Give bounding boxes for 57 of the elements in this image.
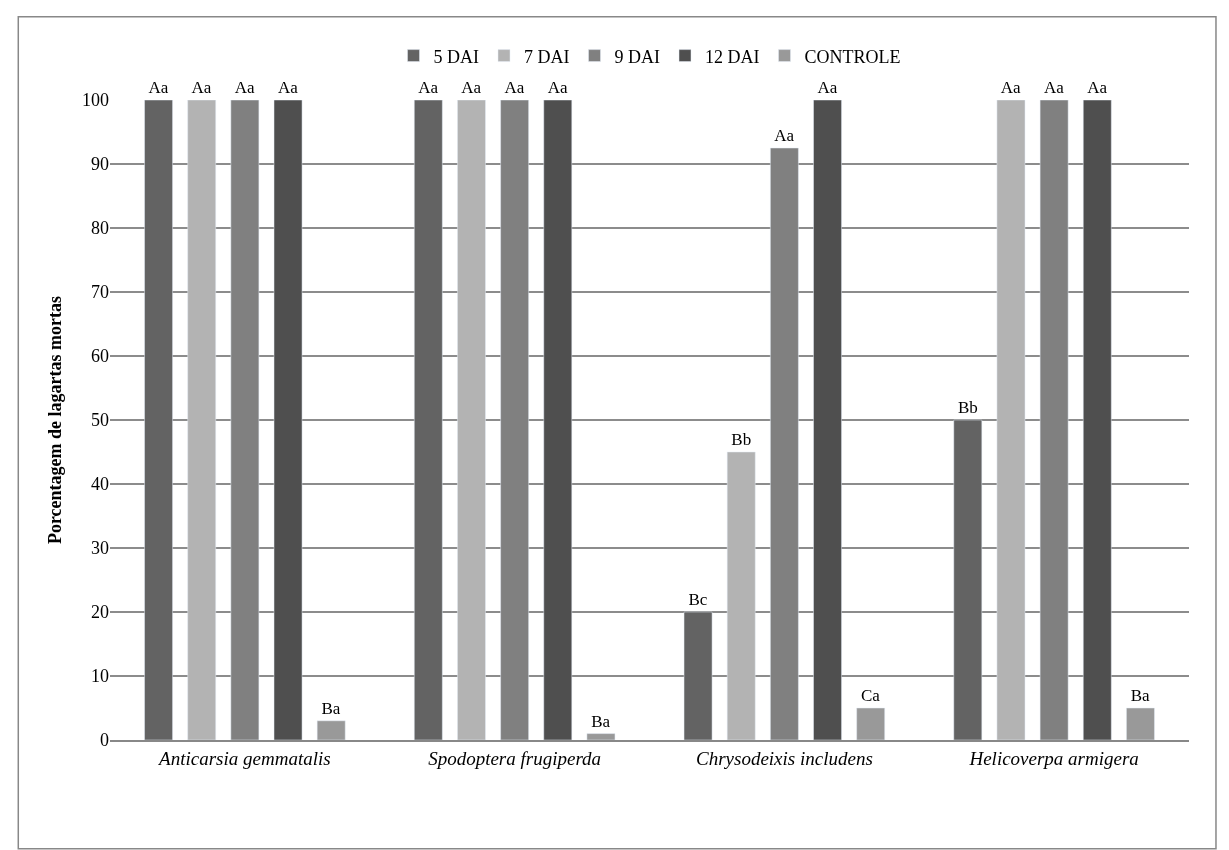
bar [953, 419, 983, 740]
x-tick-label: Spodoptera frugiperda [428, 747, 602, 769]
data-label: Ba [591, 711, 611, 731]
y-tick-label: 20 [91, 602, 109, 623]
data-label: Aa [774, 126, 795, 145]
legend-label: CONTROLE [804, 46, 901, 67]
bar [414, 100, 443, 740]
y-tick-label: 100 [82, 90, 109, 111]
data-label: Ba [321, 698, 341, 718]
data-label: Aa [191, 78, 212, 97]
legend-label: 5 DAI [433, 46, 479, 67]
data-label: Aa [418, 78, 439, 97]
bar [683, 611, 713, 740]
legend-label: 9 DAI [614, 46, 660, 67]
y-tick-label: 80 [91, 218, 109, 239]
data-label: Aa [234, 78, 256, 97]
y-tick-label: 50 [91, 410, 109, 431]
data-label: Aa [277, 78, 299, 97]
y-tick-label: 60 [91, 346, 109, 367]
x-tick-label: Helicoverpa armigera [968, 747, 1139, 769]
data-label: Aa [1087, 78, 1108, 97]
data-label: Ba [1130, 686, 1151, 705]
data-label: Aa [817, 78, 838, 97]
y-tick-label: 0 [100, 730, 109, 751]
bar [1083, 100, 1112, 740]
data-label: Bc [688, 590, 708, 609]
data-label: Aa [1043, 78, 1065, 97]
data-label: Bb [731, 430, 752, 449]
bar [813, 100, 842, 740]
bar [726, 451, 756, 740]
y-tick-label: 70 [91, 282, 109, 303]
bar [856, 707, 885, 740]
data-label: Bb [957, 398, 978, 417]
bar [543, 100, 573, 740]
bar [187, 100, 216, 740]
bar [316, 720, 346, 740]
legend-label: 12 DAI [705, 46, 760, 67]
bar [457, 100, 486, 740]
x-tick-label: Chrysodeixis includens [695, 747, 873, 769]
y-tick-label: 30 [91, 538, 109, 559]
data-label: Aa [547, 78, 568, 97]
y-tick-label: 40 [91, 474, 109, 495]
legend-label: 7 DAI [524, 46, 570, 67]
data-label: Aa [461, 78, 482, 97]
bar [273, 100, 303, 740]
bar [996, 100, 1026, 740]
y-axis-title: Porcentagem de lagartas mortas [45, 295, 66, 545]
x-tick-label: Anticarsia gemmatalis [157, 747, 331, 769]
data-label: Aa [148, 78, 169, 97]
bar [144, 100, 173, 740]
y-tick-label: 10 [91, 666, 109, 687]
data-label: Aa [1000, 78, 1022, 97]
bar [586, 733, 616, 740]
data-label: Ca [861, 686, 881, 705]
bar [1126, 707, 1155, 740]
y-tick-label: 90 [91, 154, 109, 175]
data-label: Aa [504, 78, 525, 97]
